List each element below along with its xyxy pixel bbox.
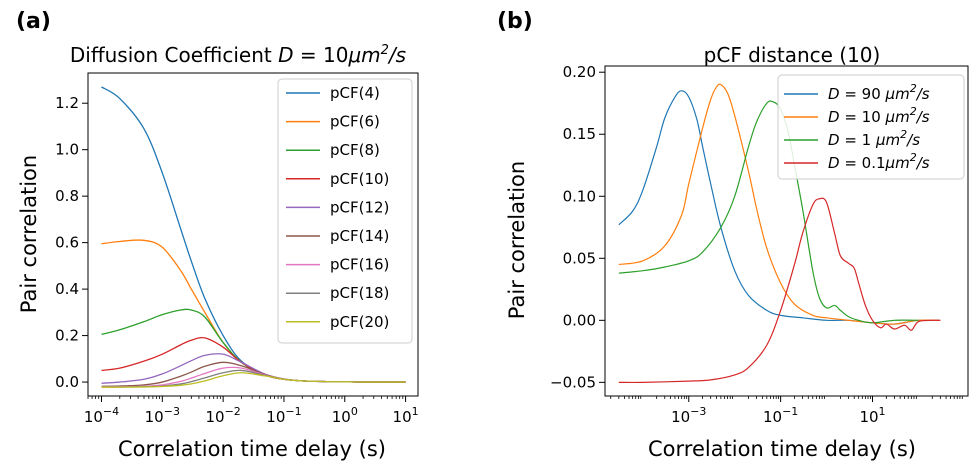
chart-a-y-tick-label: 1.0 [55,141,79,159]
chart-b-legend: D = 90 μm2/sD = 10 μm2/sD = 1 μm2/sD = 0… [777,74,965,180]
chart-a-y-tick-label: 0.8 [55,187,79,205]
chart-b-x-tick-label: 101 [859,405,885,426]
chart-a-lines [101,86,406,388]
chart-a-legend-label: pCF(20) [330,313,389,331]
chart-a-x-tick-label: 10−1 [266,405,301,426]
chart-a-series-line-9 [101,372,406,388]
chart-a-legend: pCF(4) pCF(6) pCF(8) pCF(10) pCF(12) pCF(14) p… [277,78,413,344]
chart-a-y-tick-label: 0.0 [55,373,79,391]
chart-b-legend-box [777,74,965,180]
chart-a-legend-label: pCF(12) [330,198,389,216]
chart-a-legend-label: pCF(18) [330,284,389,302]
chart-a-legend-label: pCF(6) [330,113,380,131]
chart-a-y-tick-label: 0.2 [55,327,79,345]
chart-b-y-tick-label: −0.05 [550,373,596,391]
chart-b-legend-label: D = 10 μm2/s [828,105,930,126]
chart-b-x-ticks: 10−3 10−1 101 [610,396,963,426]
chart-a-legend-box [277,78,413,344]
chart-a-y-tick-label: 0.6 [55,234,79,252]
chart-a-y-tick-label: 1.2 [55,94,79,112]
chart-b-y-tick-label: 0.15 [563,125,596,143]
chart-a-y-ticks: 0.0 0.2 0.4 0.6 0.8 1.0 1.2 [55,94,88,391]
chart-a-y-label: Pair correlation [17,155,41,313]
chart-b-legend-label: D = 90 μm2/s [828,82,930,103]
chart-b-title: pCF distance (10) [704,43,881,67]
chart-a-series-line-4 [101,336,406,383]
chart-a-y-tick-label: 0.4 [55,280,79,298]
chart-b-y-tick-label: 0.10 [563,187,596,205]
panel-a: (a) Diffusion Coefficient D = 10μm2/s 0.… [16,9,419,461]
chart-a-x-tick-label: 101 [393,405,419,426]
chart-b-series-line-2 [618,83,941,325]
chart-a-series-line-5 [101,353,406,384]
chart-b-legend-label: D = 1 μm2/s [828,128,920,149]
chart-b-y-label: Pair correlation [505,161,529,319]
chart-a-x-tick-label: 10−3 [145,405,180,426]
chart-b-y-tick-label: 0.05 [563,249,596,267]
chart-b-x-tick-label: 10−3 [671,405,706,426]
chart-b-y-tick-label: 0.00 [563,311,596,329]
chart-b-series-line-4 [618,197,941,384]
chart-b-legend-label: D = 0.1μm2/s [828,151,930,172]
panel-b-label: (b) [497,9,533,34]
chart-a-frame [87,72,419,397]
panel-a-label: (a) [16,9,51,34]
chart-b-y-tick-label: 0.20 [563,63,596,81]
chart-a-legend-label: pCF(10) [330,170,389,188]
chart-b-x-label: Correlation time delay (s) [648,437,916,461]
panel-b: (b) pCF distance (10) −0.05 0.00 0.05 0.10 0… [497,9,969,461]
chart-a-legend-label: pCF(14) [330,227,389,245]
chart-a-legend-label: pCF(8) [330,141,380,159]
chart-b-x-tick-label: 10−1 [763,405,798,426]
chart-a-x-tick-label: 100 [332,405,358,426]
chart-a-legend-label: pCF(4) [330,84,380,102]
chart-a-x-label: Correlation time delay (s) [118,437,386,461]
chart-a-legend-label: pCF(16) [330,256,389,274]
chart-a-x-ticks: 10−4 10−3 10−2 10−1 100 101 [84,396,419,426]
chart-b-frame [604,65,969,397]
chart-b-y-ticks: −0.05 0.00 0.05 0.10 0.15 0.20 [550,63,605,391]
chart-a-x-tick-label: 10−4 [84,405,119,426]
chart-a-title: Diffusion Coefficient D = 10μm2/s [70,43,406,67]
chart-a-x-tick-label: 10−2 [205,405,240,426]
